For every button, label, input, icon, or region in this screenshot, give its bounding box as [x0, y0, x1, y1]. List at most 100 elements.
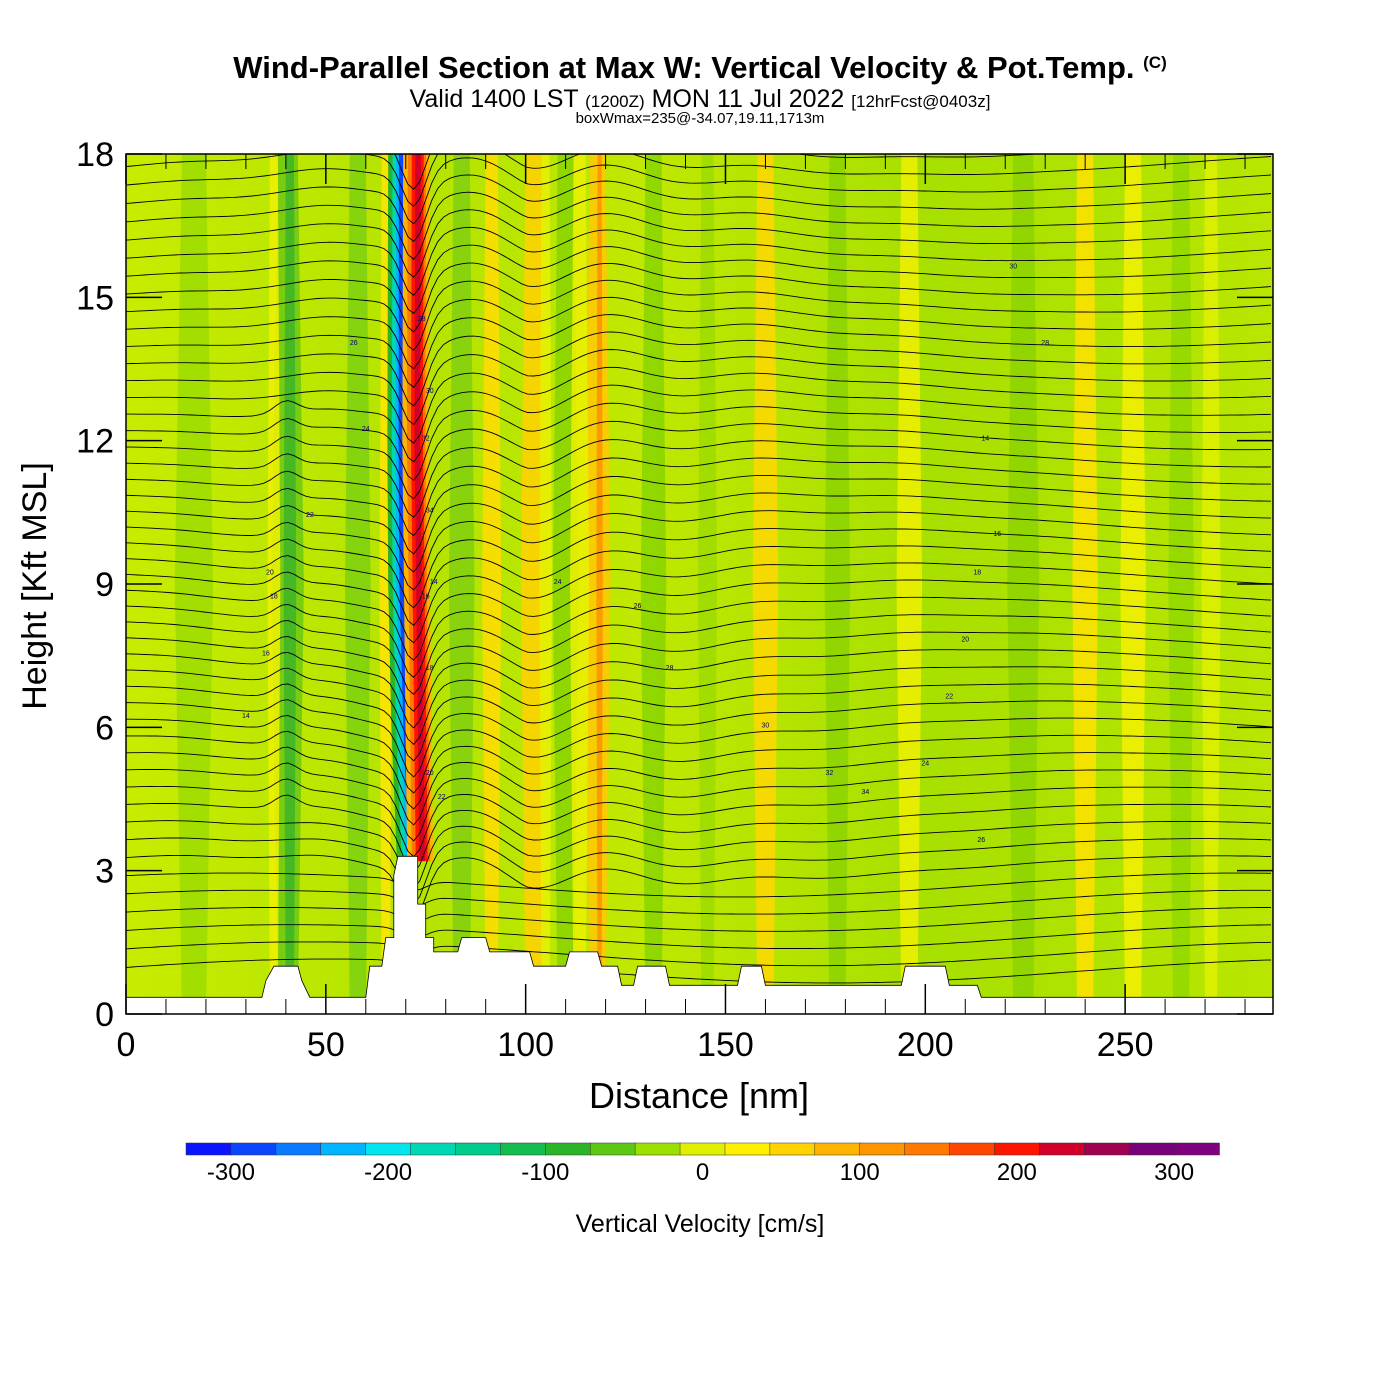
theta-contour-label: 30 [762, 722, 770, 729]
theta-contour-label: 34 [861, 789, 869, 796]
velocity-band [1201, 154, 1221, 1014]
x-tick-label: 150 [697, 1026, 754, 1064]
velocity-band [640, 154, 667, 1014]
theta-contour [126, 579, 1272, 661]
y-axis: 0 3 6 9 12 15 18 [76, 136, 1273, 1034]
theta-contour [126, 154, 1272, 208]
colorbar: -300 -200 -100 0 100 200 300 [185, 1142, 1220, 1186]
theta-contour [126, 778, 1272, 858]
colorbar-swatch [1084, 1142, 1130, 1156]
theta-contour-label: 26 [350, 340, 358, 347]
theta-contour-label: 28 [666, 665, 674, 672]
velocity-band [824, 154, 851, 1014]
x-tick-label: 200 [897, 1026, 954, 1064]
theta-contour-label: 32 [825, 770, 833, 777]
y-tick-label: 9 [95, 566, 114, 604]
theta-contour-label: 18 [270, 593, 278, 600]
theta-contour [126, 562, 1272, 644]
theta-contour-label: 18 [973, 569, 981, 576]
colorbar-swatch [904, 1142, 951, 1156]
colorbar-label: Vertical Velocity [cm/s] [576, 1210, 825, 1238]
x-tick-label: 250 [1097, 1026, 1154, 1064]
colorbar-swatch [230, 1142, 277, 1156]
theta-contour-label: 18 [426, 665, 434, 672]
theta-contour-label: 22 [306, 512, 314, 519]
colorbar-tick-label: 0 [696, 1159, 709, 1186]
plot-area: 1416182022242628303234141618202224262830… [126, 154, 1273, 1014]
theta-contour [126, 157, 1272, 225]
theta-contour [126, 420, 1271, 500]
theta-contour [126, 209, 1272, 278]
velocity-band [570, 154, 590, 1014]
theta-contour-label: 24 [554, 579, 562, 586]
colorbar-tick-label: -300 [207, 1159, 255, 1186]
theta-contour [126, 762, 1272, 842]
x-tick-label: 100 [497, 1026, 554, 1064]
theta-contour-label: 28 [418, 316, 426, 323]
colorbar-swatch [949, 1142, 996, 1156]
velocity-band [283, 154, 297, 1014]
theta-contour [126, 262, 1272, 333]
theta-contour [126, 510, 1272, 591]
theta-contour [126, 596, 1272, 679]
chart-title: Wind-Parallel Section at Max W: Vertical… [233, 50, 1167, 85]
theta-contour [126, 631, 1272, 712]
theta-contour [126, 699, 1272, 778]
y-tick-label: 18 [76, 136, 114, 174]
colorbar-swatch [589, 1142, 636, 1156]
theta-contour [126, 528, 1272, 609]
theta-contour [126, 924, 1272, 949]
theta-contour [126, 614, 1272, 696]
velocity-band [448, 154, 475, 1014]
theta-contour [126, 889, 1271, 915]
theta-contour-label: 20 [266, 569, 274, 576]
colorbar-swatch [320, 1142, 367, 1156]
velocity-band [1007, 154, 1040, 1014]
colorbar-swatch [994, 1142, 1041, 1156]
theta-contour-label: 28 [1041, 340, 1049, 347]
velocity-band [596, 154, 603, 1014]
colorbar-tick-label: -200 [364, 1159, 412, 1186]
theta-contour [126, 457, 1271, 537]
colorbar-swatch [724, 1142, 771, 1156]
theta-contour-label: 30 [1009, 264, 1017, 271]
theta-contour-label: 16 [993, 531, 1001, 538]
y-axis-label: Height [Kft MSL] [16, 462, 54, 710]
velocity-band [752, 154, 779, 1014]
velocity-band [539, 154, 553, 1014]
theta-contour-label: 16 [422, 593, 430, 600]
theta-contour [126, 314, 1272, 388]
box-wmax: boxWmax=235@-34.07,19.11,1713m [575, 110, 825, 127]
theta-contour-label: 22 [945, 694, 953, 701]
theta-contour [126, 331, 1272, 407]
velocity-core [414, 154, 425, 862]
y-tick-label: 15 [76, 279, 114, 317]
theta-contour-label: 14 [242, 713, 250, 720]
theta-contour-label: 30 [426, 388, 434, 395]
velocity-band [345, 154, 371, 1014]
theta-contour [126, 191, 1272, 260]
theta-contour [126, 402, 1272, 481]
x-axis: 0 50 100 150 200 250 [117, 154, 1246, 1064]
theta-contour [126, 545, 1272, 627]
colorbar-tick-label: 300 [1154, 1159, 1194, 1186]
theta-contour-label: 34 [426, 507, 434, 514]
theta-contour [126, 820, 1272, 889]
theta-contour [126, 683, 1272, 762]
theta-contour-label: 32 [422, 436, 430, 443]
theta-contour [126, 872, 1272, 898]
theta-contour [126, 730, 1272, 810]
theta-contour [126, 244, 1272, 315]
theta-contour-label: 22 [438, 794, 446, 801]
theta-contour [126, 837, 1272, 905]
colorbar-swatch [634, 1142, 681, 1156]
velocity-band [697, 154, 718, 1014]
colorbar-swatch [275, 1142, 322, 1156]
theta-contour-label: 26 [977, 837, 985, 844]
theta-contour-label: 24 [362, 426, 370, 433]
y-tick-label: 3 [95, 853, 114, 891]
x-tick-label: 50 [307, 1026, 345, 1064]
colorbar-swatch [185, 1142, 232, 1156]
colorbar-tick-label: -100 [521, 1159, 569, 1186]
